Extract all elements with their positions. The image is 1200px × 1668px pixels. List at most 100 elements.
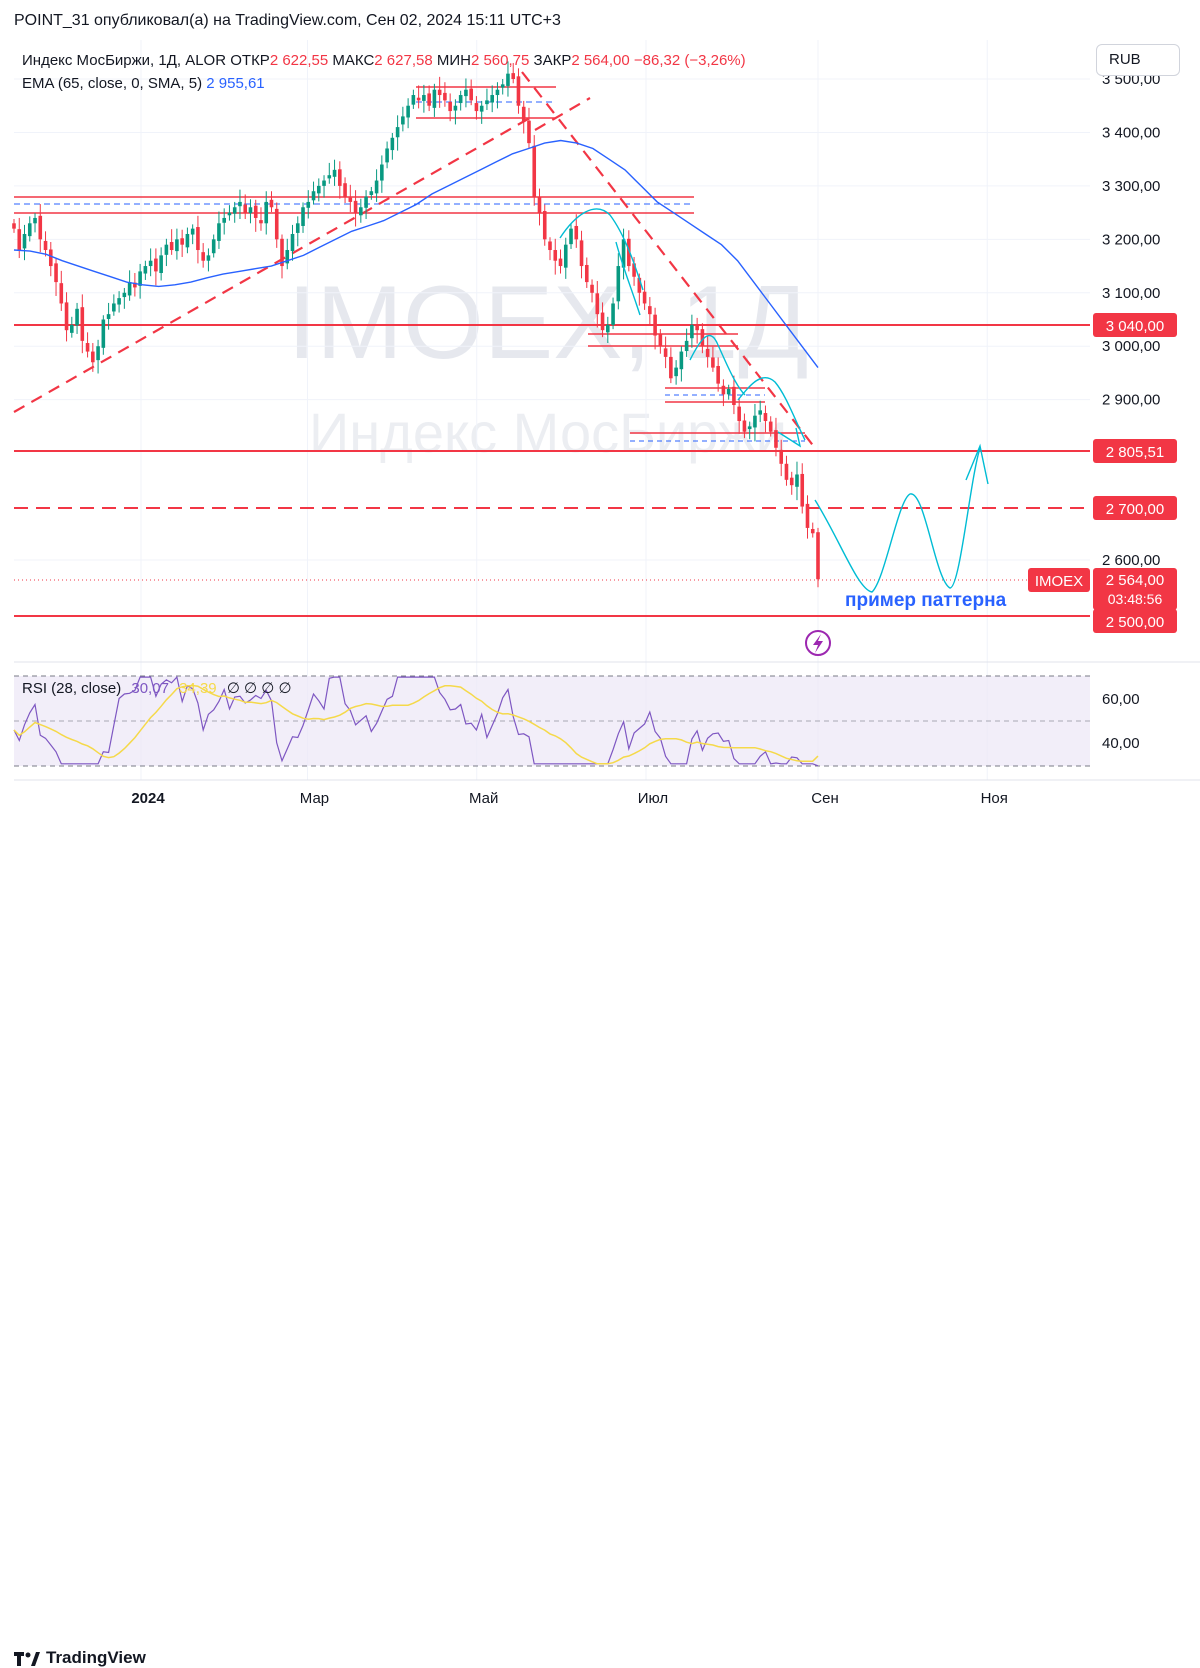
chart-frame[interactable]: IMOEX, 1Д Индекс МосБиржи [0, 40, 1200, 820]
candle-body [653, 314, 657, 336]
candle-body [406, 105, 410, 118]
candle-body [316, 185, 321, 194]
candle-body [774, 430, 778, 448]
price-tick-label: 3 000,00 [1102, 338, 1160, 355]
candle-body [516, 76, 521, 106]
candle-body [264, 201, 269, 224]
candle-body [627, 238, 631, 267]
candle-body [458, 95, 463, 104]
candle-body [369, 191, 374, 195]
candle-body [810, 529, 815, 534]
candle-body [311, 191, 316, 201]
candle-body [779, 449, 784, 464]
ema-label[interactable]: EMA (65, close, 0, SMA, 5) [22, 75, 203, 92]
candle-body [553, 250, 558, 261]
candle-body [574, 225, 579, 240]
pattern-stroke [615, 241, 641, 316]
candle-body [27, 223, 32, 237]
time-tick-label: 2024 [131, 790, 165, 807]
candle-body [322, 180, 326, 186]
candle-body [474, 103, 479, 112]
candle-body [600, 312, 605, 331]
candle-body [506, 73, 510, 86]
candle-body [112, 303, 116, 312]
candle-body [201, 252, 205, 261]
zones [14, 86, 805, 442]
candle-body [274, 208, 279, 240]
candle-body [211, 239, 216, 254]
price-chart[interactable]: IMOEX, 1Д Индекс МосБиржи [0, 40, 1200, 820]
candle-body [190, 228, 195, 235]
currency-button[interactable]: RUB [1096, 44, 1180, 76]
rsi-empty-values: ∅ ∅ ∅ ∅ [226, 680, 292, 697]
candle-body [217, 223, 221, 241]
badge-2805: 2 805,51 [1093, 439, 1177, 463]
candle-body [169, 242, 174, 251]
candle-body [253, 205, 258, 218]
candle-body [364, 196, 368, 208]
rsi-line [13, 675, 819, 767]
dividend-icon[interactable] [805, 630, 831, 656]
candle-body [280, 238, 284, 267]
svg-text:2 564,00: 2 564,00 [1106, 572, 1164, 589]
time-tick-label: Май [469, 790, 498, 807]
tradingview-logo-icon [14, 1651, 40, 1666]
rsi-legend: RSI (28, close) 30,07 34,39 ∅ ∅ ∅ ∅ [22, 679, 292, 697]
badge-last: IMOEX 2 564,00 03:48:56 [1028, 568, 1177, 610]
pattern-arrow [965, 443, 989, 485]
candle-body [632, 263, 636, 277]
candle-body [453, 105, 458, 111]
candle-body [248, 207, 253, 214]
candle-body [70, 324, 74, 333]
candle-body [721, 385, 726, 395]
candle-body [448, 101, 452, 112]
candle-body [243, 204, 248, 213]
candle-body [374, 180, 379, 194]
candle-body [343, 183, 347, 197]
candle-body [737, 406, 741, 422]
low-label: МИН [436, 52, 471, 69]
candle-body [154, 258, 158, 272]
time-tick-label: Июл [638, 790, 668, 807]
rsi-label[interactable]: RSI (28, close) [22, 680, 122, 697]
candle-body [500, 84, 505, 88]
rsi-tick-40: 40,00 [1102, 735, 1140, 752]
price-tick-label: 3 300,00 [1102, 178, 1160, 195]
candle-body [117, 298, 121, 305]
pattern-annotation: пример паттерна [845, 590, 1007, 611]
candle-body [185, 233, 190, 248]
badge-3040: 3 040,00 [1093, 313, 1177, 337]
tradingview-logo[interactable]: TradingView [14, 1648, 146, 1668]
candle-body [359, 207, 363, 216]
candle-body [390, 137, 395, 151]
svg-text:2 500,00: 2 500,00 [1106, 614, 1164, 631]
candle-body [290, 233, 295, 252]
time-axis[interactable]: 2024 Мар Май Июл Сен Ноя [131, 790, 1008, 807]
symbol-name[interactable]: Индекс МосБиржи, 1Д, ALOR [22, 52, 227, 69]
candle-body [401, 116, 405, 125]
pattern-stroke [689, 334, 746, 396]
candle-body [763, 413, 768, 422]
pattern-stroke [559, 208, 644, 291]
candle-body [306, 201, 311, 208]
candle-body [469, 88, 473, 101]
candle-body [726, 388, 731, 395]
candle-body [753, 415, 757, 428]
pattern-drawings [559, 208, 989, 593]
candle-body [422, 95, 426, 101]
time-tick-label: Мар [300, 790, 329, 807]
candle-body [621, 239, 626, 268]
candle-body [33, 217, 37, 224]
candle-body [616, 266, 621, 302]
ema-line [13, 139, 819, 369]
candle-body [133, 282, 137, 288]
candle-body [443, 92, 447, 101]
candle-body [789, 477, 794, 486]
candle-body [138, 271, 142, 286]
candle-body [338, 169, 342, 186]
pattern-forecast [814, 447, 981, 593]
candle-body [495, 89, 500, 96]
candle-body [768, 421, 773, 432]
candle-body [569, 228, 573, 245]
candle-body [411, 95, 416, 105]
